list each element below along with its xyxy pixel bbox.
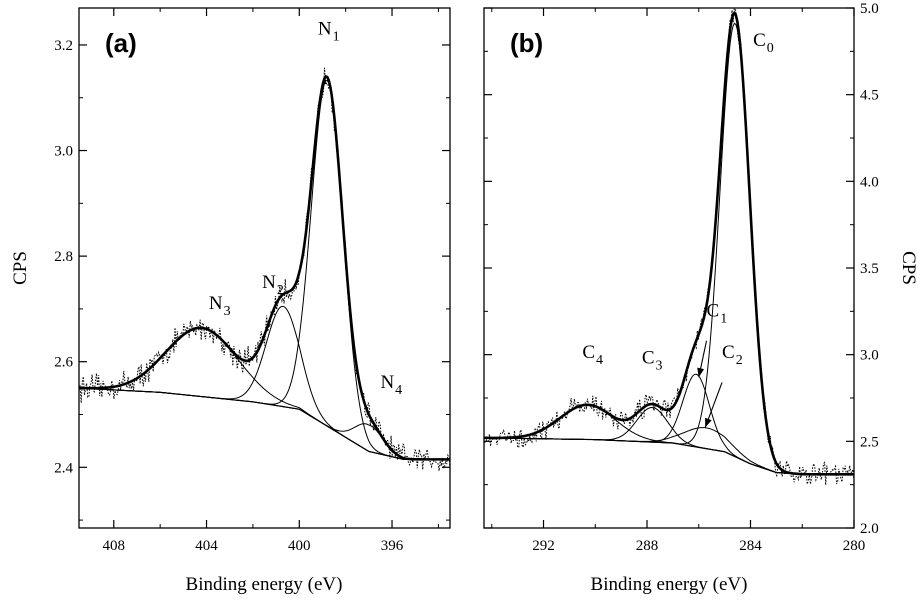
x-tick-label: 284	[739, 538, 762, 554]
x-tick-label: 396	[381, 538, 404, 554]
peak-label-c2: C2	[722, 342, 743, 368]
peak-label-c0: C0	[753, 30, 774, 56]
y-tick-label: 2.5	[860, 434, 879, 450]
annotation-arrowhead	[697, 367, 705, 378]
component-c0-curve	[484, 22, 854, 475]
experimental-data-curve	[484, 8, 854, 486]
panel-b-frame	[483, 7, 855, 529]
baseline-curve	[79, 387, 450, 460]
y-tick-label: 3.0	[860, 348, 879, 364]
y-tick-label: 3.0	[54, 144, 73, 160]
panel-a-xlabel: Binding energy (eV)	[186, 574, 343, 595]
panel-b-label: (b)	[510, 28, 543, 58]
peak-label-c3: C3	[642, 347, 663, 373]
experimental-data-curve	[79, 67, 450, 471]
x-tick-label: 288	[636, 538, 659, 554]
component-n4-curve	[79, 387, 450, 460]
peak-label-n3: N3	[209, 293, 231, 319]
peak-label-n2: N2	[262, 272, 284, 298]
y-tick-label: 3.2	[54, 38, 73, 54]
x-tick-label: 408	[103, 538, 126, 554]
fit-envelope-curve	[79, 74, 450, 461]
x-tick-label: 404	[195, 538, 218, 554]
peak-label-c4: C4	[582, 342, 603, 368]
y-tick-label: 2.6	[54, 355, 73, 371]
y-tick-label: 2.0	[860, 521, 879, 537]
peak-label-n4: N4	[380, 372, 402, 398]
y-tick-label: 3.5	[860, 261, 879, 277]
panel-b-ylabel: CPS	[898, 251, 918, 285]
panel-a-frame	[78, 7, 451, 529]
panel-b-peak-labels: C0 C1 C2 C3 C4	[582, 30, 774, 428]
panel-a-ticks: 408 404 400 396 2.4 2.6 2.8 3.0 3.2	[54, 8, 450, 554]
peak-label-n1: N1	[318, 18, 340, 44]
component-c4-curve	[484, 404, 854, 475]
panel-b-xlabel: Binding energy (eV)	[591, 574, 748, 595]
y-tick-label: 4.5	[860, 88, 879, 104]
component-n1-curve	[79, 79, 450, 460]
component-c3-curve	[484, 406, 854, 475]
y-tick-label: 2.4	[54, 460, 73, 476]
panel-a-curves	[79, 67, 450, 471]
y-tick-label: 5.0	[860, 1, 879, 17]
peak-label-c1: C1	[707, 301, 728, 327]
fit-envelope-curve	[484, 10, 854, 476]
panel-a-ylabel: CPS	[10, 251, 31, 285]
panel-a-plot-area: 408 404 400 396 2.4 2.6 2.8 3.0 3.2 N1 N2 N3 N4	[54, 7, 451, 554]
panel-b-curves	[484, 8, 854, 486]
panel-a-peak-labels: N1 N2 N3 N4	[209, 18, 402, 398]
y-tick-label: 2.8	[54, 249, 73, 265]
panel-a-n1s-spectrum: 408 404 400 396 2.4 2.6 2.8 3.0 3.2 N1 N2 N3 N4 (a)…	[10, 7, 451, 595]
y-tick-label: 4.0	[860, 174, 879, 190]
x-tick-label: 400	[288, 538, 311, 554]
x-tick-label: 280	[843, 538, 866, 554]
annotation-arrowhead	[705, 417, 712, 428]
panel-a-label: (a)	[105, 28, 137, 58]
x-tick-label: 292	[532, 538, 555, 554]
